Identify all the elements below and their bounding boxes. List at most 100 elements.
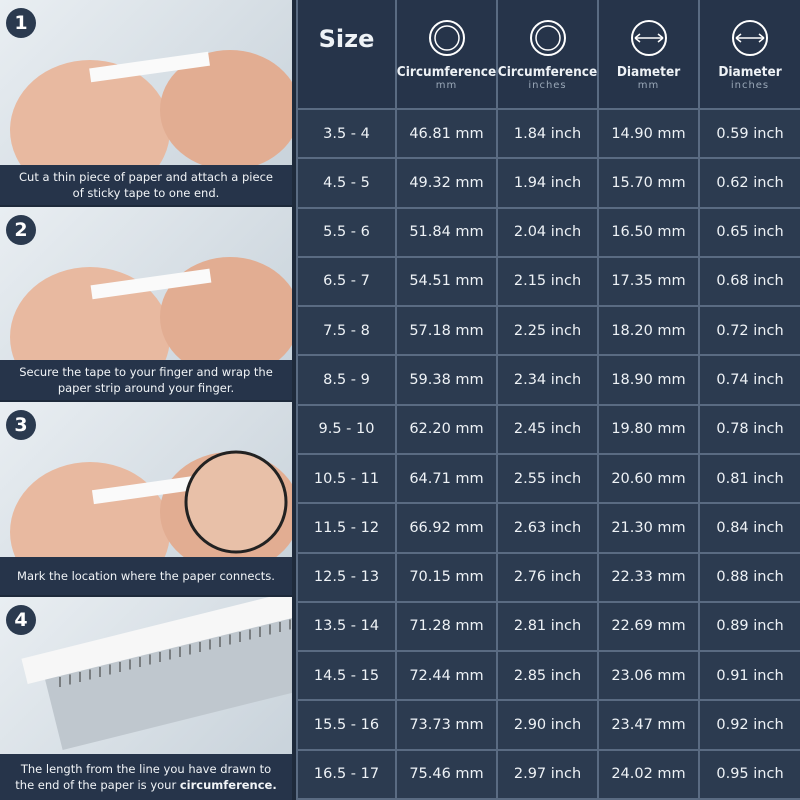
step: 1 Cut a thin piece of paper and attach a …	[0, 0, 292, 205]
header-title: Diameter	[616, 63, 681, 80]
table-cell: 20.60 mm	[599, 455, 698, 503]
table-cell: 0.84 inch	[700, 504, 800, 552]
header-unit: mm	[435, 79, 458, 91]
hand	[10, 462, 170, 557]
table-cell: 12.5 - 13	[298, 553, 395, 601]
caption-emphasis: circumference.	[179, 778, 277, 792]
table-cell: 2.15 inch	[498, 257, 597, 306]
table-cell: 0.65 inch	[700, 208, 800, 256]
illustration	[21, 597, 292, 751]
caption-text: Secure the tape to your finger and wrap …	[14, 364, 278, 396]
table-cell: 1.94 inch	[498, 159, 597, 207]
hand	[160, 50, 292, 165]
illustration	[10, 257, 292, 360]
table-cell: 6.5 - 7	[298, 257, 395, 306]
table-cell: 2.85 inch	[498, 652, 597, 700]
table-cell: 0.81 inch	[700, 455, 800, 503]
paper-strip	[91, 473, 213, 505]
table-cell: 19.80 mm	[599, 405, 698, 453]
step-caption: Cut a thin piece of paper and attach a p…	[0, 165, 292, 205]
instructions-panel: 1 Cut a thin piece of paper and attach a …	[0, 0, 292, 800]
table-cell: 2.25 inch	[498, 307, 597, 355]
table-cell: 2.55 inch	[498, 455, 597, 503]
table-cell: 0.89 inch	[700, 602, 800, 651]
table-cell: 18.20 mm	[599, 307, 698, 355]
table-cell: 72.44 mm	[397, 652, 496, 700]
header-cell: Size	[298, 0, 395, 108]
icon-ring	[433, 24, 460, 51]
step-photo	[0, 0, 292, 165]
icon-ring	[732, 19, 768, 56]
header-title: Diameter	[718, 63, 782, 80]
table-cell: 0.68 inch	[700, 257, 800, 306]
caption-text: The length from the line you have drawn …	[14, 761, 278, 793]
header-title: Circumference	[396, 63, 497, 80]
header-title: Circumference	[497, 63, 598, 80]
table-cell: 21.30 mm	[599, 504, 698, 552]
table-cell: 3.5 - 4	[298, 110, 395, 158]
table-cell: 0.95 inch	[700, 750, 800, 798]
icon-ring	[428, 19, 465, 56]
table-cell: 9.5 - 10	[298, 405, 395, 453]
icon-ring	[534, 24, 561, 51]
table-cell: 59.38 mm	[397, 356, 496, 404]
hand	[160, 257, 292, 360]
table-cell: 0.91 inch	[700, 652, 800, 700]
table-cell: 24.02 mm	[599, 750, 698, 798]
caption-text: Mark the location where the paper connec…	[17, 568, 275, 584]
table-cell: 15.5 - 16	[298, 701, 395, 749]
table-cell: 66.92 mm	[397, 504, 496, 552]
hand	[10, 60, 170, 165]
header-cell: Diameter mm	[599, 0, 698, 108]
table-cell: 0.88 inch	[700, 553, 800, 601]
table-cell: 0.62 inch	[700, 159, 800, 207]
step: 4 The length from the line you have drawn…	[0, 597, 292, 800]
table-cell: 8.5 - 9	[298, 356, 395, 404]
table-cell: 14.90 mm	[599, 110, 698, 158]
header-cell: Diameter inches	[700, 0, 800, 108]
step-photo	[0, 402, 292, 557]
icon	[630, 19, 667, 56]
caption-text: Mark the location where the paper connec…	[17, 569, 275, 583]
step-caption: Mark the location where the paper connec…	[0, 557, 292, 595]
ruler	[40, 599, 292, 751]
icon-ring	[630, 19, 667, 56]
table-cell: 5.5 - 6	[298, 208, 395, 256]
paper-strip	[89, 51, 210, 83]
header-unit: mm	[637, 79, 660, 91]
step-number: 2	[6, 215, 36, 245]
paper-strip	[90, 268, 212, 300]
step-photo	[0, 597, 292, 754]
icon	[428, 19, 465, 56]
table-cell: 13.5 - 14	[298, 602, 395, 651]
table-cell: 46.81 mm	[397, 110, 496, 158]
table-cell: 17.35 mm	[599, 257, 698, 306]
table-cell: 0.74 inch	[700, 356, 800, 404]
table-cell: 0.78 inch	[700, 405, 800, 453]
caption-text: Secure the tape to your finger and wrap …	[19, 365, 273, 395]
step-photo	[0, 207, 292, 360]
table-cell: 10.5 - 11	[298, 455, 395, 503]
icon-arrow	[735, 32, 765, 43]
table-cell: 16.5 - 17	[298, 750, 395, 798]
table-cell: 2.63 inch	[498, 504, 597, 552]
table-cell: 22.33 mm	[599, 553, 698, 601]
table-cell: 57.18 mm	[397, 307, 496, 355]
table-cell: 54.51 mm	[397, 257, 496, 306]
table-cell: 2.34 inch	[498, 356, 597, 404]
caption-text: Cut a thin piece of paper and attach a p…	[14, 169, 278, 201]
icon	[529, 19, 566, 56]
illustration	[10, 450, 292, 557]
table-cell: 23.06 mm	[599, 652, 698, 700]
table-cell: 2.97 inch	[498, 750, 597, 798]
step-number: 4	[6, 605, 36, 635]
table-cell: 2.45 inch	[498, 405, 597, 453]
table-cell: 22.69 mm	[599, 602, 698, 651]
table-cell: 0.92 inch	[700, 701, 800, 749]
icon-arrow	[634, 32, 663, 43]
table-cell: 2.81 inch	[498, 602, 597, 651]
table-cell: 51.84 mm	[397, 208, 496, 256]
header-unit: inches	[528, 79, 567, 91]
caption-text: The length from the line you have drawn …	[15, 762, 272, 792]
table-cell: 64.71 mm	[397, 455, 496, 503]
